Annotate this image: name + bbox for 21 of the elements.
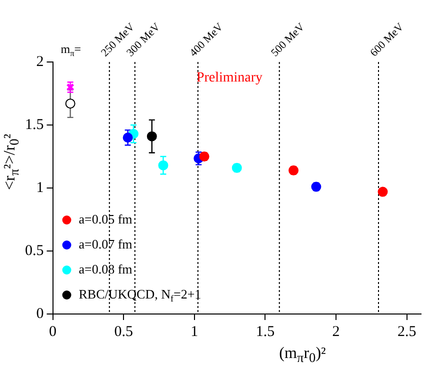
y-tick-label: 2 — [36, 54, 44, 70]
y-tick-label: 1 — [36, 180, 44, 196]
legend-label: a=0.08 fm — [78, 261, 132, 276]
point — [378, 186, 388, 197]
x-tick-label: 1 — [190, 324, 198, 340]
y-tick-label: 0.5 — [25, 242, 44, 259]
x-tick-label: 1.5 — [256, 324, 275, 340]
legend-label: a=0.05 fm — [78, 211, 132, 226]
x-axis-title: (m$_{π}$r$_{0}$)² — [278, 345, 327, 366]
x-tick-label: 2 — [332, 324, 340, 340]
y-tick-label: 0 — [36, 306, 44, 322]
x-tick-label: 0.5 — [114, 324, 133, 340]
x-tick-label: 0 — [49, 324, 56, 340]
point — [122, 132, 133, 143]
point — [146, 131, 157, 142]
legend-label: a=0.07 fm — [78, 236, 132, 252]
annotation: Preliminary — [196, 70, 263, 86]
x-tick-label: 2.5 — [397, 324, 416, 340]
point — [158, 160, 168, 170]
y-tick-label: 1.5 — [25, 116, 44, 133]
point — [65, 98, 76, 109]
